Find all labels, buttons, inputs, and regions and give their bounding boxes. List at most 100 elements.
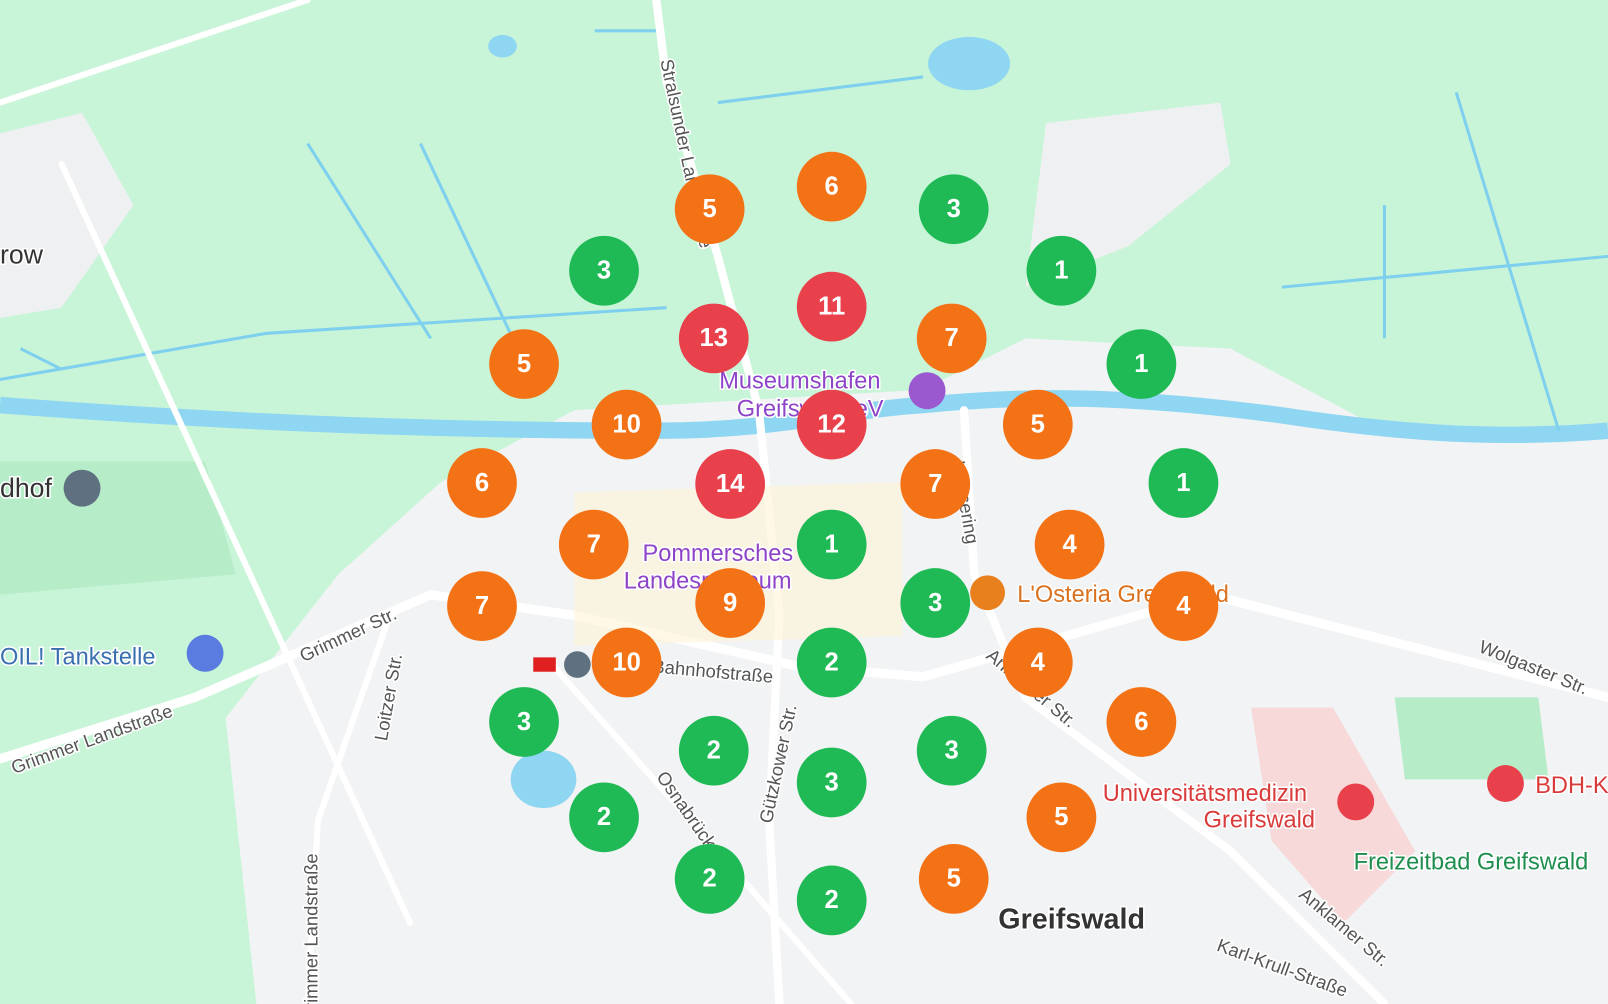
cluster-count[interactable]: 5 xyxy=(947,865,961,893)
cluster-count[interactable]: 7 xyxy=(945,324,959,352)
cluster-count[interactable]: 3 xyxy=(517,708,531,736)
cluster-circle[interactable] xyxy=(447,448,517,518)
cluster-marker[interactable]: 7 xyxy=(900,449,971,519)
cluster-count[interactable]: 11 xyxy=(818,292,845,320)
cluster-marker[interactable]: 5 xyxy=(489,329,559,399)
cluster-circle[interactable] xyxy=(1002,389,1073,460)
cluster-marker[interactable]: 6 xyxy=(1106,687,1177,757)
cluster-count[interactable]: 6 xyxy=(825,172,839,200)
cluster-marker[interactable]: 12 xyxy=(796,389,867,460)
cluster-circle[interactable] xyxy=(900,449,971,519)
cluster-count[interactable]: 2 xyxy=(707,736,721,764)
cluster-count[interactable]: 2 xyxy=(703,865,717,893)
cluster-circle[interactable] xyxy=(918,844,989,914)
cluster-count[interactable]: 6 xyxy=(1134,708,1148,736)
cluster-circle[interactable] xyxy=(918,174,989,245)
cluster-marker[interactable]: 10 xyxy=(591,627,662,698)
cluster-marker[interactable]: 9 xyxy=(695,568,766,638)
cluster-circle[interactable] xyxy=(674,844,745,914)
cluster-count[interactable]: 7 xyxy=(928,470,942,498)
cluster-circle[interactable] xyxy=(489,329,559,399)
cluster-count[interactable]: 7 xyxy=(475,592,489,620)
cluster-circle[interactable] xyxy=(489,687,559,757)
cluster-count[interactable]: 2 xyxy=(825,648,839,676)
cluster-circle[interactable] xyxy=(916,303,987,374)
cluster-circle[interactable] xyxy=(569,235,639,306)
cluster-marker[interactable]: 4 xyxy=(1002,627,1073,698)
cluster-marker[interactable]: 2 xyxy=(796,627,867,698)
cluster-marker[interactable]: 7 xyxy=(558,509,629,580)
cluster-marker[interactable]: 10 xyxy=(591,389,662,460)
cluster-count[interactable]: 12 xyxy=(817,410,846,438)
cluster-circle[interactable] xyxy=(1106,687,1177,757)
cluster-marker[interactable]: 1 xyxy=(1148,448,1219,518)
cluster-circle[interactable] xyxy=(591,627,662,698)
cluster-circle[interactable] xyxy=(678,715,749,786)
cluster-circle[interactable] xyxy=(796,627,867,698)
cluster-marker[interactable]: 6 xyxy=(796,151,867,222)
cluster-marker[interactable]: 3 xyxy=(916,715,987,786)
cluster-count[interactable]: 3 xyxy=(928,589,942,617)
cluster-marker[interactable]: 4 xyxy=(1148,571,1219,641)
cluster-marker[interactable]: 1 xyxy=(1026,235,1097,306)
cluster-count[interactable]: 1 xyxy=(1176,469,1190,497)
cluster-circle[interactable] xyxy=(796,271,867,342)
cluster-count[interactable]: 1 xyxy=(825,530,839,558)
cluster-marker[interactable]: 2 xyxy=(678,715,749,786)
cluster-marker[interactable]: 13 xyxy=(678,303,749,374)
cluster-circle[interactable] xyxy=(900,568,971,638)
cluster-count[interactable]: 9 xyxy=(723,589,737,617)
cluster-count[interactable]: 3 xyxy=(945,736,959,764)
cluster-circle[interactable] xyxy=(796,151,867,222)
cluster-count[interactable]: 6 xyxy=(475,469,489,497)
cluster-circle[interactable] xyxy=(569,782,639,853)
cluster-marker[interactable]: 5 xyxy=(1002,389,1073,460)
cluster-marker[interactable]: 5 xyxy=(1026,782,1097,853)
cluster-marker[interactable]: 3 xyxy=(569,235,639,306)
cluster-marker[interactable]: 5 xyxy=(674,174,745,245)
cluster-marker[interactable]: 7 xyxy=(916,303,987,374)
cluster-marker[interactable]: 3 xyxy=(900,568,971,638)
cluster-count[interactable]: 14 xyxy=(716,470,745,498)
cluster-count[interactable]: 2 xyxy=(597,803,611,831)
cluster-count[interactable]: 13 xyxy=(699,324,728,352)
cluster-count[interactable]: 5 xyxy=(703,195,717,223)
cluster-circle[interactable] xyxy=(695,449,766,519)
cluster-marker[interactable]: 1 xyxy=(796,509,867,580)
cluster-count[interactable]: 5 xyxy=(1054,803,1068,831)
cluster-circle[interactable] xyxy=(674,174,745,245)
cluster-count[interactable]: 3 xyxy=(597,257,611,285)
cluster-count[interactable]: 1 xyxy=(1134,350,1148,378)
cluster-circle[interactable] xyxy=(447,571,517,641)
cluster-count[interactable]: 7 xyxy=(587,530,601,558)
cluster-count[interactable]: 3 xyxy=(947,195,961,223)
cluster-count[interactable]: 3 xyxy=(825,768,839,796)
cluster-circle[interactable] xyxy=(1026,782,1097,853)
cluster-count[interactable]: 10 xyxy=(612,648,641,676)
cluster-marker[interactable]: 7 xyxy=(447,571,517,641)
cluster-circle[interactable] xyxy=(1106,329,1177,399)
cluster-marker[interactable]: 1 xyxy=(1106,329,1177,399)
cluster-circle[interactable] xyxy=(796,865,867,936)
cluster-marker[interactable]: 2 xyxy=(569,782,639,853)
cluster-count[interactable]: 4 xyxy=(1062,530,1077,558)
cluster-marker[interactable]: 3 xyxy=(796,747,867,818)
cluster-marker[interactable]: 5 xyxy=(918,844,989,914)
cluster-count[interactable]: 4 xyxy=(1031,648,1046,676)
cluster-marker[interactable]: 2 xyxy=(674,844,745,914)
cluster-count[interactable]: 5 xyxy=(517,350,531,378)
cluster-circle[interactable] xyxy=(1026,235,1097,306)
cluster-count[interactable]: 5 xyxy=(1031,410,1045,438)
cluster-circle[interactable] xyxy=(695,568,766,638)
cluster-count[interactable]: 2 xyxy=(825,886,839,914)
cluster-marker[interactable]: 2 xyxy=(796,865,867,936)
cluster-circle[interactable] xyxy=(1034,509,1105,580)
cluster-marker[interactable]: 11 xyxy=(796,271,867,342)
cluster-circle[interactable] xyxy=(591,389,662,460)
cluster-marker[interactable]: 3 xyxy=(918,174,989,245)
cluster-marker[interactable]: 6 xyxy=(447,448,517,518)
cluster-marker[interactable]: 14 xyxy=(695,449,766,519)
cluster-circle[interactable] xyxy=(796,747,867,818)
cluster-count[interactable]: 4 xyxy=(1176,592,1191,620)
cluster-circle[interactable] xyxy=(1148,448,1219,518)
